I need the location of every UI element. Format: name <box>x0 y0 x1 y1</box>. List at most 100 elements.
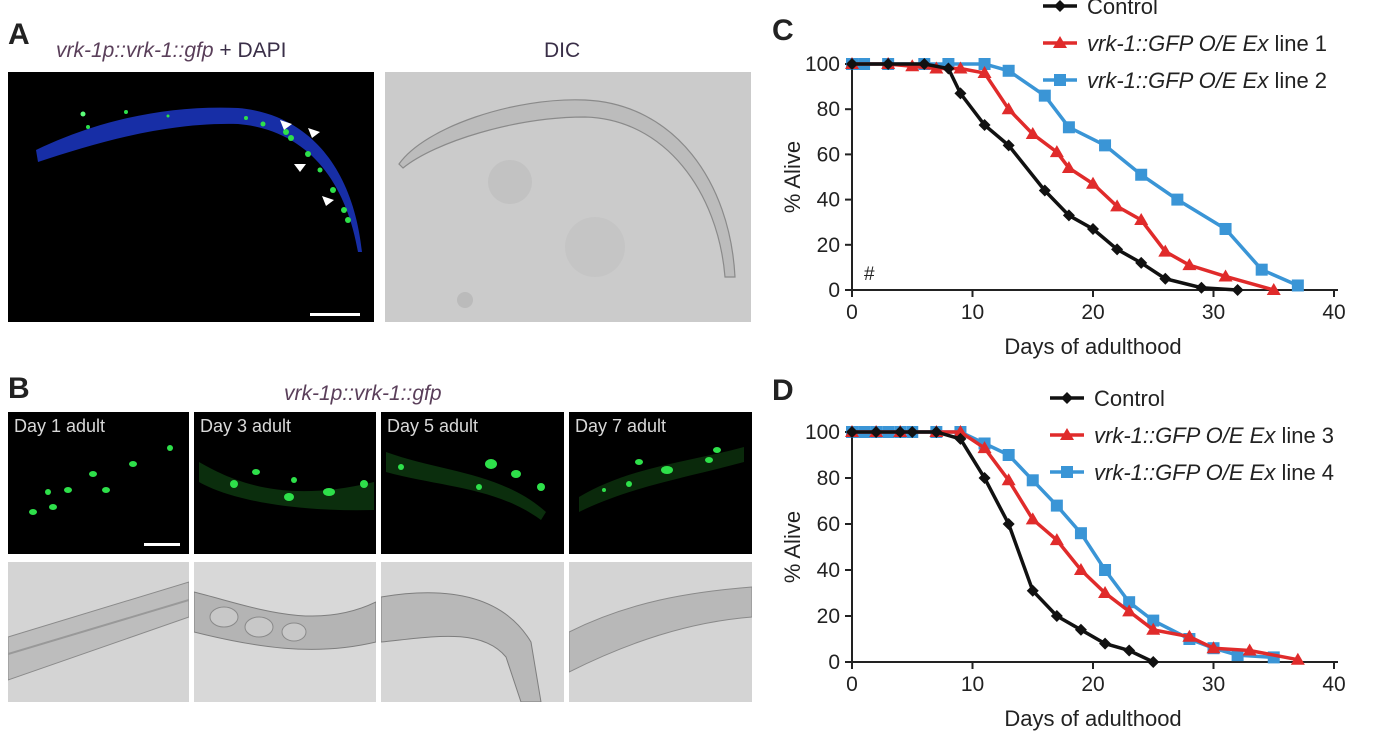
x-tick-label: 0 <box>846 301 858 324</box>
panel-a-title-stain: + DAPI <box>213 39 287 62</box>
y-tick-label: 0 <box>828 651 840 674</box>
data-point <box>1073 563 1088 575</box>
x-tick-label: 0 <box>846 673 858 696</box>
data-point <box>1002 139 1015 152</box>
series-line <box>852 62 1299 288</box>
data-point <box>930 426 943 438</box>
legend-label: Control <box>1094 386 1165 411</box>
data-point <box>1171 193 1184 206</box>
data-point <box>918 58 931 70</box>
legend-label: vrk-1::GFP O/E Ex line 3 <box>1094 423 1334 448</box>
x-axis-label: Days of adulthood <box>1004 334 1181 359</box>
panel-a-title-construct: vrk-1p::vrk-1::gfp <box>56 39 214 62</box>
data-point <box>1062 121 1075 134</box>
data-point <box>906 426 919 438</box>
day-label-5: Day 5 adult <box>387 416 479 436</box>
data-point <box>846 426 858 438</box>
gfp-image-day5: Day 5 adult <box>381 412 564 554</box>
data-point <box>1074 527 1087 540</box>
legend-label: vrk-1::GFP O/E Ex line 4 <box>1094 460 1334 485</box>
data-point <box>1110 199 1125 212</box>
dic-image-day3 <box>194 562 376 702</box>
data-point <box>1002 64 1015 77</box>
dic-image-day7 <box>569 562 752 702</box>
x-tick-label: 30 <box>1202 673 1225 696</box>
data-point <box>1026 474 1039 487</box>
x-tick-label: 20 <box>1081 673 1104 696</box>
legend-entry: vrk-1::GFP O/E Ex line 4 <box>1050 460 1334 485</box>
legend-label: Control <box>1087 0 1158 19</box>
y-tick-label: 40 <box>817 189 840 212</box>
data-point <box>1135 256 1148 269</box>
data-point <box>1074 623 1087 636</box>
y-tick-label: 0 <box>828 279 840 302</box>
legend-entry: Control <box>1043 0 1158 19</box>
data-point <box>894 426 907 438</box>
legend-label: vrk-1::GFP O/E Ex line 1 <box>1087 31 1327 56</box>
data-point <box>1266 283 1281 295</box>
panel-letter-a: A <box>8 18 30 51</box>
panel-a-title: vrk-1p::vrk-1::gfp + DAPI <box>56 39 287 63</box>
series-diamond <box>846 58 1244 296</box>
data-point <box>1182 629 1197 642</box>
data-point <box>1025 127 1040 140</box>
day-label-3: Day 3 adult <box>200 416 292 436</box>
data-point <box>1231 649 1244 662</box>
legend-entry: vrk-1::GFP O/E Ex line 3 <box>1050 423 1334 448</box>
gfp-image-day1: Day 1 adult <box>8 412 189 554</box>
data-point <box>846 58 858 70</box>
survival-chart-d: 0 20 40 60 80 100 0 10 20 30 40 Days of adulthood % … <box>780 386 1346 731</box>
x-tick-label: 30 <box>1202 301 1225 324</box>
legend-marker <box>1061 466 1073 478</box>
data-point <box>1218 269 1233 282</box>
data-point <box>1049 145 1064 158</box>
legend-entry: vrk-1::GFP O/E Ex line 2 <box>1043 68 1327 93</box>
dic-label: DIC <box>544 39 581 62</box>
data-point <box>1002 449 1015 461</box>
dic-image <box>385 72 751 322</box>
data-point <box>1182 258 1197 271</box>
data-point <box>882 58 895 70</box>
data-point <box>1038 184 1051 197</box>
legend-label: vrk-1::GFP O/E Ex line 2 <box>1087 68 1327 93</box>
legend-marker <box>1061 392 1073 404</box>
y-tick-label: 60 <box>817 143 840 166</box>
data-point <box>1025 512 1040 525</box>
data-point <box>953 61 968 74</box>
data-point <box>1147 656 1160 668</box>
data-point <box>1099 139 1112 152</box>
data-point <box>1159 272 1172 285</box>
y-tick-label: 100 <box>805 53 840 76</box>
legend-marker <box>1054 0 1066 12</box>
data-point <box>1099 564 1112 576</box>
legend-marker <box>1054 74 1066 86</box>
data-point <box>1099 637 1112 650</box>
panel-b-title: vrk-1p::vrk-1::gfp <box>284 382 442 405</box>
data-point <box>1146 622 1161 635</box>
data-point <box>1002 518 1015 530</box>
data-point <box>1255 263 1268 276</box>
x-tick-label: 20 <box>1081 301 1104 324</box>
y-tick-label: 80 <box>817 98 840 121</box>
day-label-7: Day 7 adult <box>575 416 667 436</box>
dic-image-day1 <box>8 562 189 702</box>
y-tick-label: 60 <box>817 513 840 536</box>
panel-letter-b: B <box>8 372 30 405</box>
data-point <box>1231 284 1244 296</box>
gfp-image-day7: Day 7 adult <box>569 412 752 554</box>
data-point <box>978 472 991 484</box>
data-point <box>1049 533 1064 546</box>
y-tick-label: 80 <box>817 467 840 490</box>
data-point <box>1061 160 1076 173</box>
data-point <box>1195 281 1208 294</box>
data-point <box>1026 584 1039 597</box>
data-point <box>1001 102 1016 115</box>
panel-letter-c: C <box>772 14 794 47</box>
data-point <box>953 425 968 437</box>
y-tick-label: 100 <box>805 421 840 444</box>
data-point <box>1206 641 1221 654</box>
data-point <box>954 432 967 445</box>
legend-marker <box>1053 36 1067 48</box>
data-point <box>1122 604 1137 617</box>
data-point <box>977 66 992 79</box>
